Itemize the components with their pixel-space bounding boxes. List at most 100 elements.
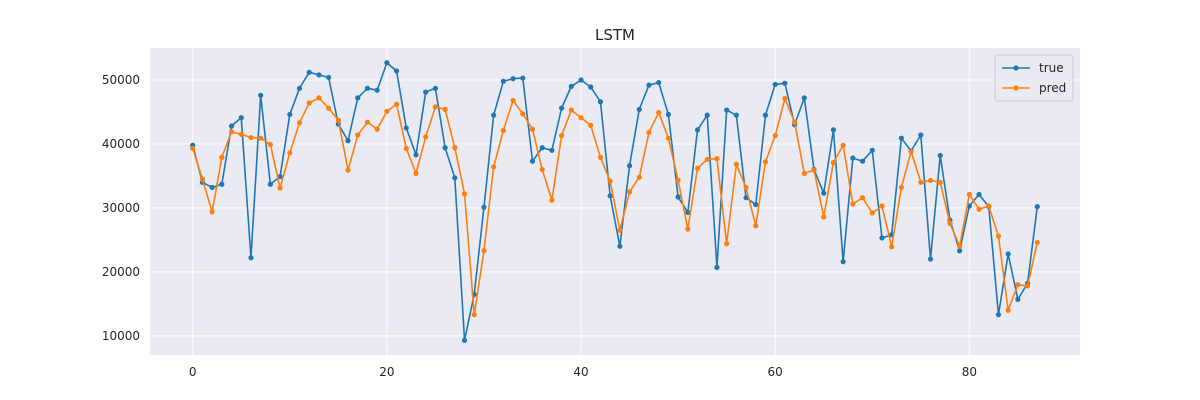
grid-lines [150, 48, 1080, 355]
data-point-true [694, 127, 701, 133]
data-point-true [461, 337, 468, 343]
data-point-true [646, 82, 652, 88]
data-point-true [636, 106, 642, 112]
data-point-pred [762, 159, 769, 165]
data-point-true [529, 158, 536, 164]
data-point-true [1015, 296, 1021, 302]
data-point-true [724, 107, 730, 113]
y-tick-label: 50000 [102, 73, 140, 87]
data-point-true [927, 256, 934, 262]
legend-item-pred: pred [1002, 81, 1066, 95]
data-point-true [859, 158, 866, 164]
data-point-pred [326, 105, 332, 111]
data-point-pred [597, 154, 604, 160]
data-point-true [510, 76, 516, 82]
data-point-true [850, 155, 856, 161]
legend-swatch-marker [1013, 85, 1019, 91]
data-point-true [355, 95, 361, 101]
data-point-true [296, 85, 303, 91]
data-point-true [403, 125, 409, 131]
data-point-pred [393, 101, 400, 107]
data-point-pred [287, 150, 293, 156]
data-point-pred [626, 189, 633, 195]
data-point-pred [743, 184, 749, 191]
x-tick-label: 40 [573, 365, 588, 379]
data-point-pred [510, 97, 516, 104]
data-point-true [714, 264, 720, 270]
legend: true pred [994, 54, 1074, 102]
x-tick-label: 60 [768, 365, 783, 379]
x-tick-label: 80 [962, 365, 977, 379]
data-point-true [491, 112, 497, 118]
series-layer [190, 60, 1040, 343]
data-point-true [626, 163, 633, 169]
data-point-pred [947, 220, 953, 226]
data-point-pred [1024, 283, 1031, 289]
data-point-pred [1034, 239, 1040, 246]
legend-label: pred [1039, 81, 1066, 95]
x-tick-label: 20 [379, 365, 394, 379]
data-point-pred [549, 197, 555, 203]
data-point-true [578, 77, 584, 83]
data-point-true [976, 191, 982, 198]
data-point-pred [918, 179, 924, 185]
data-point-pred [704, 156, 710, 162]
data-point-true [559, 105, 565, 111]
data-point-true [452, 175, 458, 181]
data-point-true [442, 145, 448, 151]
data-point-true [219, 181, 225, 187]
data-point-pred [491, 164, 497, 170]
data-point-pred [471, 312, 477, 318]
data-point-pred [607, 178, 613, 184]
data-point-pred [413, 170, 419, 176]
data-point-true [277, 173, 283, 180]
data-point-pred [529, 126, 536, 132]
data-point-true [413, 152, 419, 158]
y-tick-label: 20000 [102, 265, 140, 279]
data-point-true [762, 112, 769, 118]
data-point-pred [306, 100, 312, 106]
data-point-true [675, 194, 681, 200]
data-point-pred [316, 95, 322, 101]
data-point-pred [267, 141, 273, 148]
data-point-pred [355, 132, 361, 138]
data-point-true [704, 112, 710, 118]
data-point-pred [539, 166, 545, 173]
data-point-true [597, 99, 604, 105]
data-point-pred [277, 185, 283, 191]
data-point-pred [927, 177, 934, 183]
data-point-pred [248, 134, 254, 141]
data-point-pred [859, 195, 866, 201]
data-point-pred [228, 129, 235, 135]
data-point-pred [656, 109, 662, 116]
data-point-true [840, 259, 846, 265]
chart-title: LSTM [595, 26, 635, 44]
data-point-true [345, 138, 351, 144]
series-line-pred [191, 97, 1039, 316]
data-point-true [306, 69, 312, 75]
data-point-true [1034, 204, 1040, 210]
data-point-true [287, 111, 293, 118]
data-point-pred [753, 223, 759, 229]
data-point-pred [646, 129, 652, 136]
plot-area [150, 48, 1080, 355]
data-point-true [656, 79, 662, 86]
data-point-true [423, 89, 429, 95]
data-point-pred [733, 161, 739, 168]
data-point-true [364, 85, 371, 91]
y-tick-label: 10000 [102, 329, 140, 343]
series-pred [190, 95, 1040, 318]
data-point-true [617, 243, 623, 249]
data-point-true [898, 135, 904, 141]
legend-swatch-marker [1013, 65, 1019, 71]
data-point-true [743, 195, 749, 201]
data-point-pred [850, 201, 856, 207]
data-point-true [821, 190, 827, 196]
data-point-pred [559, 133, 565, 139]
data-point-pred [364, 119, 371, 125]
data-point-pred [461, 191, 468, 197]
data-point-pred [520, 111, 526, 117]
data-point-true [374, 87, 380, 93]
data-point-pred [976, 206, 982, 212]
